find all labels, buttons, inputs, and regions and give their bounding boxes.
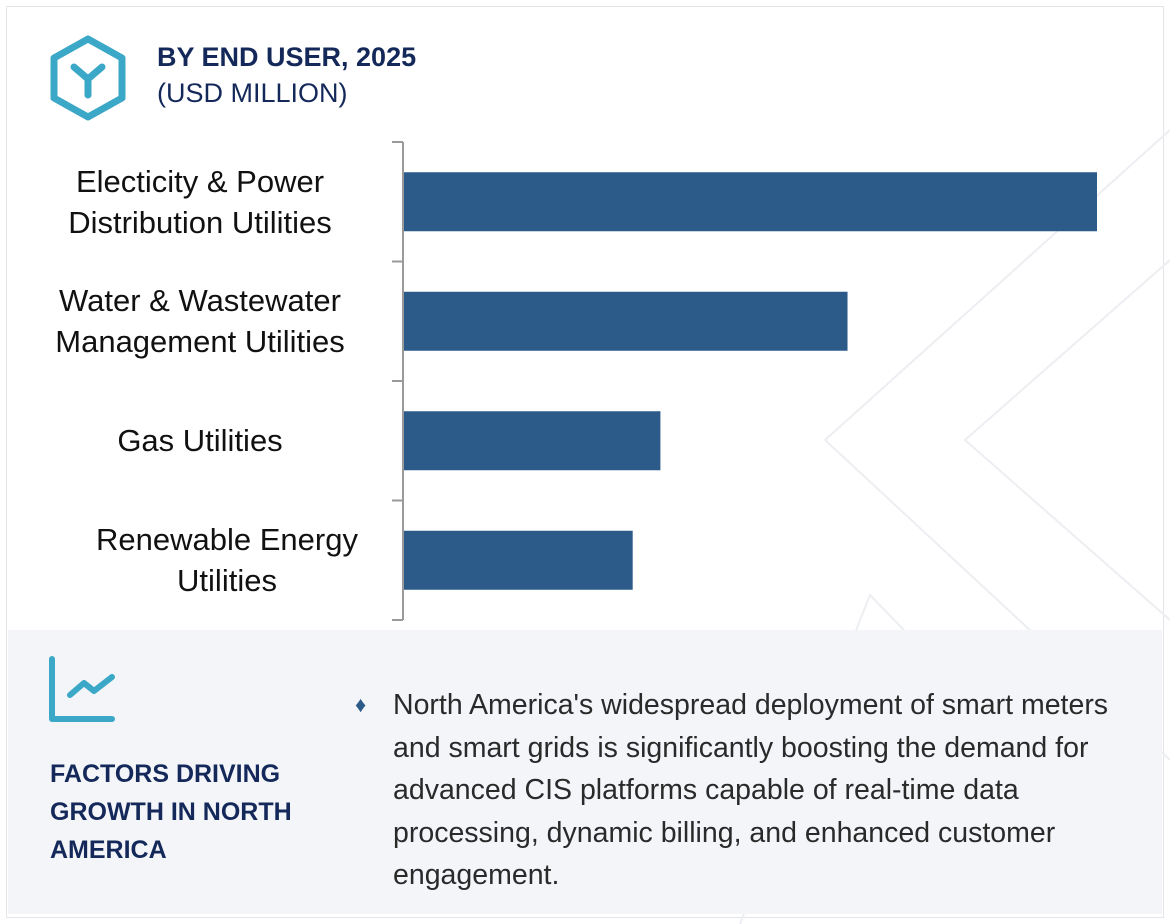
factors-text: North America's widespread deployment of…: [393, 689, 1109, 891]
diamond-bullet-icon: ♦: [355, 692, 367, 717]
bar-0: [404, 172, 1097, 232]
category-label: Water & Wastewater Management Utilities: [30, 280, 370, 362]
chart-title: BY END USER, 2025: [157, 42, 417, 72]
category-label-line: Renewable Energy: [96, 522, 358, 558]
category-label-line: Water & Wastewater: [59, 283, 341, 319]
category-label-line: Distribution Utilities: [68, 204, 332, 240]
category-label-line: Management Utilities: [55, 324, 345, 360]
bar-2: [404, 411, 661, 471]
category-label-line: Gas Utilities: [117, 423, 283, 459]
hexagon-y-icon: [50, 35, 126, 121]
card-frame: [6, 6, 1164, 918]
bar-chart: [392, 141, 1097, 621]
factors-panel: [8, 630, 1162, 914]
category-label: Electicity & Power Distribution Utilities: [30, 161, 370, 243]
bar-3: [404, 530, 633, 590]
factors-heading: FACTORS DRIVING GROWTH IN NORTH AMERICA: [50, 760, 292, 864]
chart-subtitle: (USD MILLION): [157, 78, 348, 108]
category-label-line: Electicity & Power: [75, 163, 325, 199]
category-label: Renewable Energy Utilities: [57, 519, 397, 601]
trend-line-chart-icon: [49, 656, 115, 722]
category-label-line: Utilities: [177, 563, 277, 599]
bar-1: [404, 291, 848, 351]
category-label: Gas Utilities: [30, 420, 370, 461]
